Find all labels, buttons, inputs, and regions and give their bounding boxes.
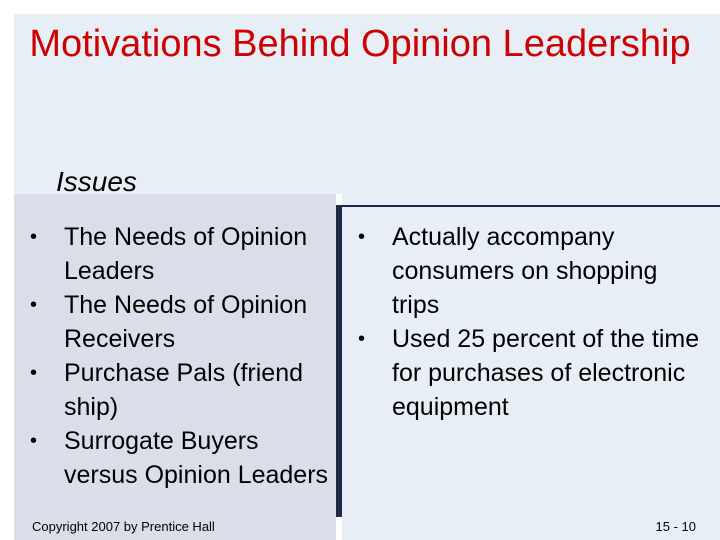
left-bullet-list: • The Needs of Opinion Leaders • The Needs… [30, 220, 330, 492]
right-bullet-list: • Actually accompany consumers on shoppin… [358, 220, 708, 424]
bullet-icon: • [30, 294, 38, 316]
slide-title: Motivations Behind Opinion Leadership [29, 23, 691, 65]
issues-heading: Issues [56, 166, 137, 197]
copyright-footer: Copyright 2007 by Prentice Hall [32, 519, 215, 534]
bullet-text: Surrogate Buyers versus Opinion Leaders [64, 427, 329, 489]
bullet-text: Purchase Pals (friend ship) [64, 359, 304, 421]
bullet-item: • The Needs of Opinion Leaders [30, 220, 330, 288]
bullet-item: • Surrogate Buyers versus Opinion Leaders [30, 424, 330, 492]
title-panel [14, 14, 720, 194]
bullet-text: The Needs of Opinion Leaders [64, 223, 308, 285]
bullet-item: • Actually accompany consumers on shoppin… [358, 220, 708, 322]
horizontal-divider [342, 205, 720, 207]
bullet-icon: • [30, 226, 38, 248]
bullet-text: The Needs of Opinion Receivers [64, 291, 308, 353]
page-number: 15 - 10 [655, 519, 696, 534]
bullet-icon: • [358, 226, 366, 248]
bullet-item: • The Needs of Opinion Receivers [30, 288, 330, 356]
bullet-text: Used 25 percent of the time for purchase… [392, 325, 700, 421]
bullet-icon: • [30, 430, 38, 452]
bullet-item: • Purchase Pals (friend ship) [30, 356, 330, 424]
bullet-icon: • [358, 328, 366, 350]
bullet-icon: • [30, 362, 38, 384]
right-panel [342, 194, 720, 540]
bullet-item: • Used 25 percent of the time for purchas… [358, 322, 708, 424]
vertical-divider [336, 205, 342, 517]
bullet-text: Actually accompany consumers on shopping… [392, 223, 658, 319]
left-panel [14, 194, 336, 540]
